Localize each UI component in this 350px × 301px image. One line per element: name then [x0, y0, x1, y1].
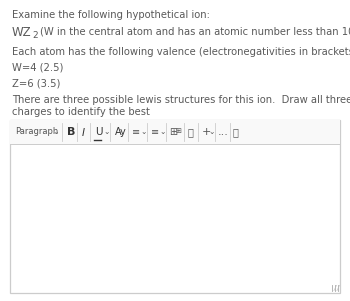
- Text: (W in the central atom and has an atomic number less than 10): (W in the central atom and has an atomic…: [40, 26, 350, 36]
- Text: ⌄: ⌄: [159, 128, 165, 136]
- Text: /: /: [337, 285, 339, 291]
- Text: There are three possible lewis structures for this ion.  Draw all three and use : There are three possible lewis structure…: [12, 95, 350, 105]
- Text: +: +: [202, 127, 211, 137]
- Text: U: U: [95, 127, 103, 137]
- Text: Each atom has the following valence (electronegativities in brackets):: Each atom has the following valence (ele…: [12, 47, 350, 57]
- Text: 2: 2: [32, 31, 38, 40]
- FancyBboxPatch shape: [10, 120, 340, 293]
- Text: charges to identify the best: charges to identify the best: [12, 107, 150, 117]
- Text: ⛓: ⛓: [188, 127, 194, 137]
- Text: ⊞: ⊞: [169, 127, 177, 137]
- Text: ⌄: ⌄: [52, 128, 58, 136]
- Text: Ay: Ay: [115, 127, 127, 137]
- FancyBboxPatch shape: [10, 120, 340, 144]
- Text: WZ: WZ: [12, 26, 32, 39]
- Text: ⌄: ⌄: [103, 128, 109, 136]
- Text: ⌄: ⌄: [208, 128, 214, 136]
- Text: ≡: ≡: [132, 127, 140, 137]
- Text: ...: ...: [218, 127, 229, 137]
- Text: ⊞: ⊞: [175, 128, 181, 134]
- Text: ⌄: ⌄: [140, 128, 146, 136]
- Text: I: I: [82, 128, 85, 138]
- Text: B: B: [67, 127, 75, 137]
- Text: ≡: ≡: [151, 127, 159, 137]
- Text: Z=6 (3.5): Z=6 (3.5): [12, 79, 60, 89]
- Text: Examine the following hypothetical ion:: Examine the following hypothetical ion:: [12, 10, 210, 20]
- Text: Paragraph: Paragraph: [15, 128, 58, 136]
- Text: /: /: [334, 285, 336, 291]
- Text: ⛶: ⛶: [233, 127, 239, 137]
- Text: W=4 (2.5): W=4 (2.5): [12, 63, 63, 73]
